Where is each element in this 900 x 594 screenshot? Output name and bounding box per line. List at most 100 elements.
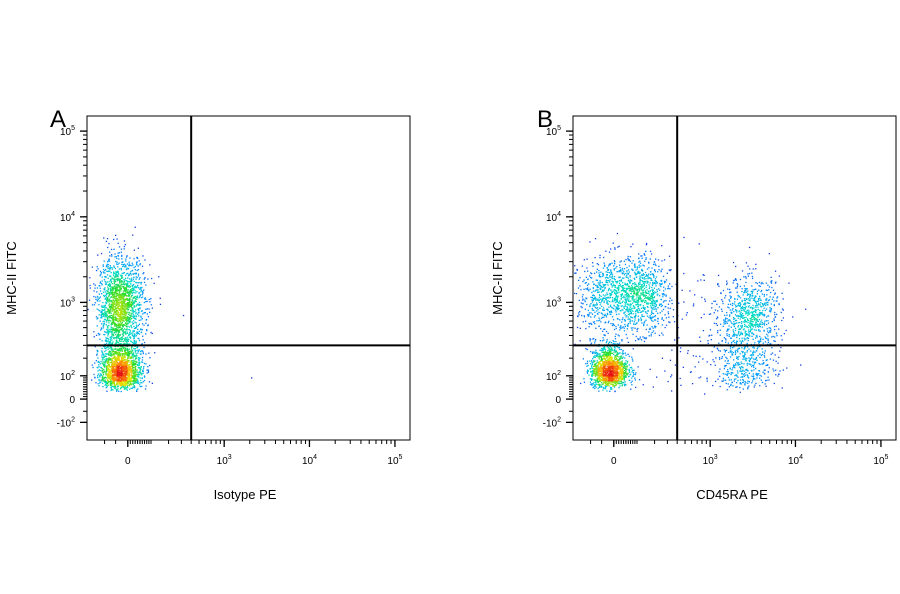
event-point <box>746 288 748 290</box>
event-point <box>115 289 117 292</box>
event-point <box>658 269 660 271</box>
event-point <box>652 316 654 318</box>
event-point <box>131 332 133 334</box>
event-point <box>133 341 136 343</box>
event-point <box>730 384 732 387</box>
event-point <box>105 358 107 360</box>
event-point <box>141 372 143 375</box>
event-point <box>114 318 117 320</box>
event-point <box>604 328 606 330</box>
event-point <box>119 340 121 342</box>
event-point <box>121 324 123 326</box>
event-point <box>604 334 606 337</box>
event-point <box>586 371 588 373</box>
event-point <box>105 302 107 304</box>
event-point <box>722 373 724 375</box>
event-point <box>97 370 99 372</box>
event-point <box>695 355 697 357</box>
event-point <box>760 375 763 377</box>
event-point <box>126 289 128 291</box>
event-point <box>115 377 117 380</box>
event-point <box>773 318 775 320</box>
event-point <box>623 330 626 332</box>
event-point <box>751 277 754 280</box>
event-point <box>125 367 127 369</box>
event-point <box>94 346 96 348</box>
event-point <box>123 366 125 368</box>
event-point <box>109 378 111 380</box>
event-point <box>580 382 582 385</box>
event-point <box>759 285 761 287</box>
event-point <box>738 362 740 364</box>
event-point <box>126 291 128 293</box>
event-point <box>131 387 133 389</box>
event-point <box>722 300 724 303</box>
event-point <box>151 332 153 335</box>
event-point <box>139 353 141 355</box>
event-point <box>147 371 149 373</box>
event-point <box>594 340 596 342</box>
event-point <box>110 358 112 360</box>
event-point <box>128 329 130 331</box>
event-point <box>118 273 120 275</box>
event-point <box>132 322 134 324</box>
event-point <box>735 265 737 268</box>
event-point <box>107 261 109 263</box>
event-point <box>121 376 123 378</box>
y-tick-label: 102 <box>60 370 75 383</box>
event-point <box>649 250 652 252</box>
event-point <box>140 288 142 290</box>
event-point <box>113 350 115 353</box>
event-point <box>114 322 116 325</box>
event-point <box>122 294 124 296</box>
event-point <box>742 381 745 383</box>
event-point <box>105 296 108 298</box>
event-point <box>108 295 110 298</box>
event-point <box>729 303 732 305</box>
event-point <box>137 328 139 330</box>
event-point <box>593 321 596 323</box>
event-point <box>120 280 123 282</box>
event-point <box>117 301 120 303</box>
event-point <box>661 317 663 319</box>
event-point <box>89 284 91 287</box>
event-point <box>127 340 129 342</box>
event-point <box>107 317 109 320</box>
event-point <box>773 370 775 372</box>
event-point <box>616 343 618 345</box>
event-point <box>110 305 112 307</box>
event-point <box>149 357 151 359</box>
event-point <box>634 379 636 381</box>
event-point <box>138 315 140 317</box>
event-point <box>104 297 107 299</box>
event-point <box>140 372 142 375</box>
event-point <box>730 291 732 293</box>
event-point <box>761 326 763 328</box>
event-point <box>625 333 627 336</box>
event-point <box>134 269 136 271</box>
event-point <box>114 289 116 291</box>
event-point <box>123 378 125 380</box>
event-point <box>766 294 768 296</box>
event-point <box>118 308 120 310</box>
event-point <box>734 350 736 352</box>
event-point <box>603 328 605 331</box>
event-point <box>135 305 137 307</box>
event-point <box>596 307 599 309</box>
event-point <box>772 335 774 338</box>
event-point <box>101 283 103 285</box>
event-point <box>765 298 767 300</box>
event-point <box>139 295 141 297</box>
event-point <box>752 378 754 380</box>
event-point <box>142 292 144 294</box>
event-point <box>583 279 585 281</box>
event-point <box>115 360 117 362</box>
event-point <box>107 292 109 294</box>
event-point <box>126 336 128 338</box>
event-point <box>131 375 133 377</box>
event-point <box>763 369 765 371</box>
event-point <box>117 252 119 254</box>
event-point <box>594 238 597 240</box>
event-point <box>759 345 761 348</box>
event-point <box>109 381 112 383</box>
